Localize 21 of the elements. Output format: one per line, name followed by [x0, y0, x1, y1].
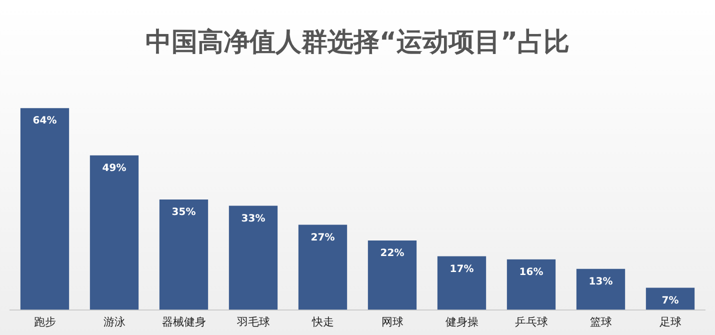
x-tick-label: 足球	[659, 315, 682, 328]
x-tick-label: 快走	[310, 315, 334, 328]
x-tick-label: 器械健身	[162, 315, 206, 328]
chart-title: 中国高净值人群选择“运动项目”占比	[145, 27, 570, 58]
data-label: 22%	[380, 248, 404, 260]
x-tick-label: 乒乓球	[514, 315, 548, 328]
data-label: 35%	[172, 207, 196, 218]
x-tick-label: 网球	[381, 315, 404, 328]
x-tick-label: 游泳	[103, 315, 126, 328]
x-tick-label: 健身操	[445, 315, 478, 328]
data-label: 33%	[241, 213, 266, 224]
x-tick-label: 羽毛球	[236, 315, 270, 328]
data-label: 16%	[519, 266, 544, 278]
data-label: 64%	[32, 116, 57, 127]
x-tick-label: 跑步	[34, 315, 56, 328]
data-label: 49%	[102, 162, 126, 174]
data-label: 17%	[450, 264, 474, 275]
x-tick-label: 篮球	[590, 315, 612, 328]
data-label: 13%	[588, 276, 613, 288]
data-label: 27%	[310, 232, 335, 244]
data-label: 7%	[662, 295, 679, 306]
